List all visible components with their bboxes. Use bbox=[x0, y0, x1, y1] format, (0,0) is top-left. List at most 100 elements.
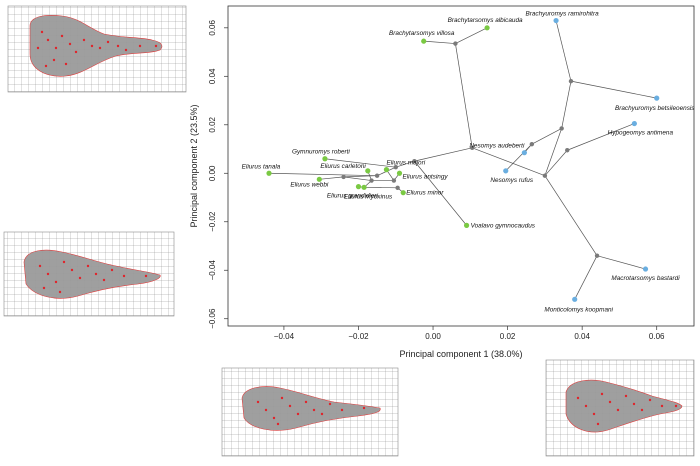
species-label: Brachyuromys betsileoensis bbox=[615, 105, 695, 112]
x-tick-label: 0.02 bbox=[500, 332, 516, 341]
species-point[interactable] bbox=[421, 38, 427, 44]
internal-node bbox=[565, 148, 570, 153]
branch-line bbox=[343, 176, 372, 181]
species-point[interactable] bbox=[400, 190, 406, 196]
species-label: Monticolomys koopmani bbox=[544, 306, 613, 313]
internal-node bbox=[374, 173, 380, 178]
y-tick-label: −0.06 bbox=[208, 308, 217, 329]
species-point[interactable] bbox=[396, 170, 403, 176]
internal-node bbox=[469, 145, 475, 151]
internal-node bbox=[391, 178, 397, 183]
species-label: Eliurus majori bbox=[386, 160, 425, 167]
branch-line bbox=[395, 160, 415, 168]
species-point[interactable] bbox=[266, 170, 272, 176]
branch-line bbox=[561, 81, 572, 129]
species-label: Eliurus minor bbox=[406, 190, 444, 197]
species-point[interactable] bbox=[654, 95, 660, 101]
internal-nodes bbox=[341, 41, 600, 258]
species-label: Eliurus grandidieri bbox=[327, 193, 379, 200]
internal-node bbox=[395, 185, 400, 191]
species-label: Brachytarsomys albicauda bbox=[448, 17, 523, 24]
species-point[interactable] bbox=[316, 176, 322, 182]
species-point[interactable] bbox=[503, 168, 509, 174]
y-tick-label: 0.00 bbox=[208, 165, 217, 181]
species-point[interactable] bbox=[355, 184, 362, 190]
branch-line bbox=[574, 255, 598, 300]
species-label: Eliurus carletoni bbox=[320, 163, 366, 170]
species-point[interactable] bbox=[361, 184, 367, 190]
skull-outline-bottom-center bbox=[241, 386, 381, 431]
species-label: Nesomys audeberti bbox=[469, 143, 525, 150]
y-tick-label: −0.04 bbox=[208, 260, 217, 281]
species-point[interactable] bbox=[631, 120, 637, 127]
species-label: Voalavo gymnocaudus bbox=[471, 222, 536, 229]
species-label: Eliurus tanala bbox=[242, 163, 281, 170]
branch-line bbox=[423, 40, 456, 44]
species-point[interactable] bbox=[365, 168, 371, 174]
species-point[interactable] bbox=[642, 266, 649, 272]
species-point[interactable] bbox=[484, 25, 490, 31]
branch-line bbox=[269, 172, 378, 177]
internal-node bbox=[542, 173, 548, 178]
x-tick-label: 0.04 bbox=[574, 332, 590, 341]
x-tick-label: 0.00 bbox=[425, 332, 441, 341]
x-tick-label: −0.02 bbox=[348, 332, 369, 341]
branch-line bbox=[343, 175, 378, 178]
species-label: Macrotarsomys bastardi bbox=[611, 275, 680, 282]
branch-line bbox=[455, 27, 488, 44]
y-tick-label: −0.02 bbox=[208, 211, 217, 232]
species-label: Gymnuromys roberti bbox=[292, 149, 350, 156]
x-tick-label: −0.04 bbox=[274, 332, 295, 341]
species-label: Eliurus antsingy bbox=[402, 173, 448, 180]
branch-line bbox=[544, 150, 568, 176]
branch-line bbox=[414, 147, 473, 162]
internal-node bbox=[341, 174, 346, 180]
plot-frame bbox=[227, 5, 695, 327]
species-label: Eliurus myoxinus bbox=[344, 193, 393, 200]
branch-line bbox=[414, 160, 467, 226]
branch-line bbox=[319, 176, 344, 180]
internal-node bbox=[594, 253, 600, 258]
internal-node bbox=[412, 158, 417, 164]
x-tick-label: 0.06 bbox=[649, 332, 665, 341]
species-point[interactable] bbox=[572, 296, 578, 302]
y-tick-label: 0.06 bbox=[208, 19, 217, 35]
branch-line bbox=[596, 255, 646, 270]
branch-line bbox=[567, 123, 635, 151]
species-point[interactable] bbox=[322, 156, 328, 162]
internal-node bbox=[369, 178, 374, 183]
branch-line bbox=[531, 128, 562, 145]
species-label: Hypogeomys antimena bbox=[608, 130, 674, 137]
branch-line bbox=[505, 143, 533, 172]
branch-line bbox=[570, 80, 657, 99]
species-label: Nesomys rufus bbox=[490, 177, 533, 184]
species-label: Brachyuromys ramirohitra bbox=[525, 11, 599, 18]
scatter-plot: Brachytarsomys albicauda Brachytarsomys v… bbox=[189, 5, 696, 359]
species-point[interactable] bbox=[553, 17, 559, 24]
branch-line bbox=[455, 43, 473, 148]
branch-line bbox=[555, 20, 572, 82]
deformation-grid-top-left bbox=[7, 5, 187, 93]
internal-node bbox=[393, 165, 398, 170]
skull-outline-top-left bbox=[29, 15, 163, 77]
skull-outline-left-middle bbox=[23, 249, 161, 299]
deformation-grid-bottom-center bbox=[221, 367, 399, 457]
branch-line bbox=[472, 147, 546, 177]
species-label: Brachytarsomys villosa bbox=[389, 30, 455, 37]
species-point[interactable] bbox=[521, 150, 527, 156]
y-axis-title: Principal component 2 (23.5%) bbox=[189, 104, 199, 227]
species-point[interactable] bbox=[383, 167, 390, 173]
y-axis-ticks: −0.06 −0.04 −0.02 0.00 0.02 0.04 0.06 bbox=[208, 19, 228, 329]
internal-node bbox=[559, 126, 564, 131]
y-tick-label: 0.02 bbox=[208, 116, 217, 132]
y-tick-label: 0.04 bbox=[208, 68, 217, 84]
deformation-grid-left-middle bbox=[3, 231, 175, 317]
species-points: Brachytarsomys albicauda Brachytarsomys v… bbox=[242, 11, 696, 314]
species-point[interactable] bbox=[463, 222, 470, 228]
x-axis-ticks: −0.04 −0.02 0.00 0.02 0.04 0.06 bbox=[274, 326, 665, 341]
species-label: Eliurus webbi bbox=[290, 181, 329, 188]
internal-node bbox=[529, 141, 535, 147]
internal-node bbox=[453, 41, 458, 46]
internal-node bbox=[568, 78, 574, 84]
